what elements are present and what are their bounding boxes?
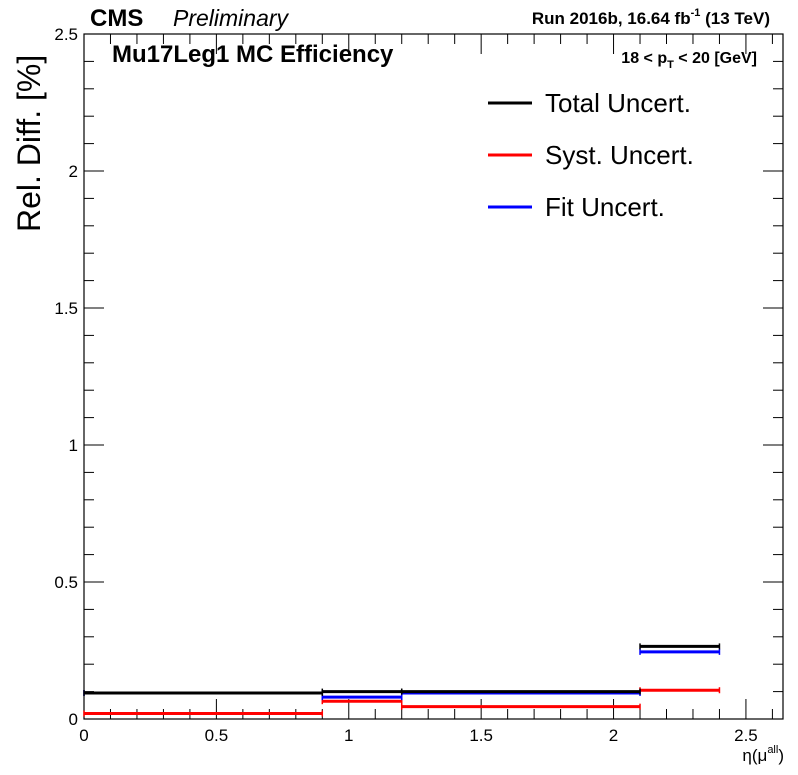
y-tick-label: 2 bbox=[69, 162, 78, 181]
y-tick-label: 0.5 bbox=[54, 573, 78, 592]
x-tick-label: 1 bbox=[344, 726, 353, 745]
chart-title: Mu17Leg1 MC Efficiency bbox=[112, 41, 394, 68]
x-tick-label: 0 bbox=[79, 726, 88, 745]
x-tick-label: 0.5 bbox=[205, 726, 229, 745]
legend-label: Fit Uncert. bbox=[545, 192, 665, 222]
lumi-exponent: -1 bbox=[691, 7, 701, 19]
run-label: Run 2016b, 16.64 fb bbox=[532, 9, 691, 28]
x-tick-label: 2 bbox=[609, 726, 618, 745]
y-tick-label: 0 bbox=[69, 710, 78, 729]
legend-label: Syst. Uncert. bbox=[545, 140, 694, 170]
run-lumi-label: Run 2016b, 16.64 fb-1 (13 TeV) bbox=[532, 7, 770, 28]
x-tick-label: 1.5 bbox=[469, 726, 493, 745]
y-tick-label: 1 bbox=[69, 436, 78, 455]
legend-label: Total Uncert. bbox=[545, 88, 691, 118]
series-syst-uncert bbox=[83, 687, 721, 717]
axis-ticks bbox=[83, 33, 783, 720]
plot-frame bbox=[83, 33, 784, 720]
series-total-uncert bbox=[83, 643, 721, 696]
experiment-label: CMS bbox=[90, 5, 143, 32]
series-layer bbox=[83, 643, 721, 717]
x-axis-title: η(μall) bbox=[742, 744, 784, 765]
pt-bin-label: 18 < pT < 20 [GeV] bbox=[621, 50, 757, 71]
status-label: Preliminary bbox=[173, 5, 290, 31]
legend: Total Uncert. Syst. Uncert. Fit Uncert. bbox=[488, 88, 694, 222]
y-tick-label: 2.5 bbox=[54, 25, 78, 44]
axis-tick-labels: 0 0.5 1 1.5 2 2.5 0 0.5 1 1.5 2 2.5 bbox=[54, 25, 757, 745]
y-tick-label: 1.5 bbox=[54, 299, 78, 318]
y-axis-title: Rel. Diff. [%] bbox=[11, 55, 47, 232]
energy-label: (13 TeV) bbox=[705, 9, 770, 28]
x-tick-label: 2.5 bbox=[734, 726, 758, 745]
